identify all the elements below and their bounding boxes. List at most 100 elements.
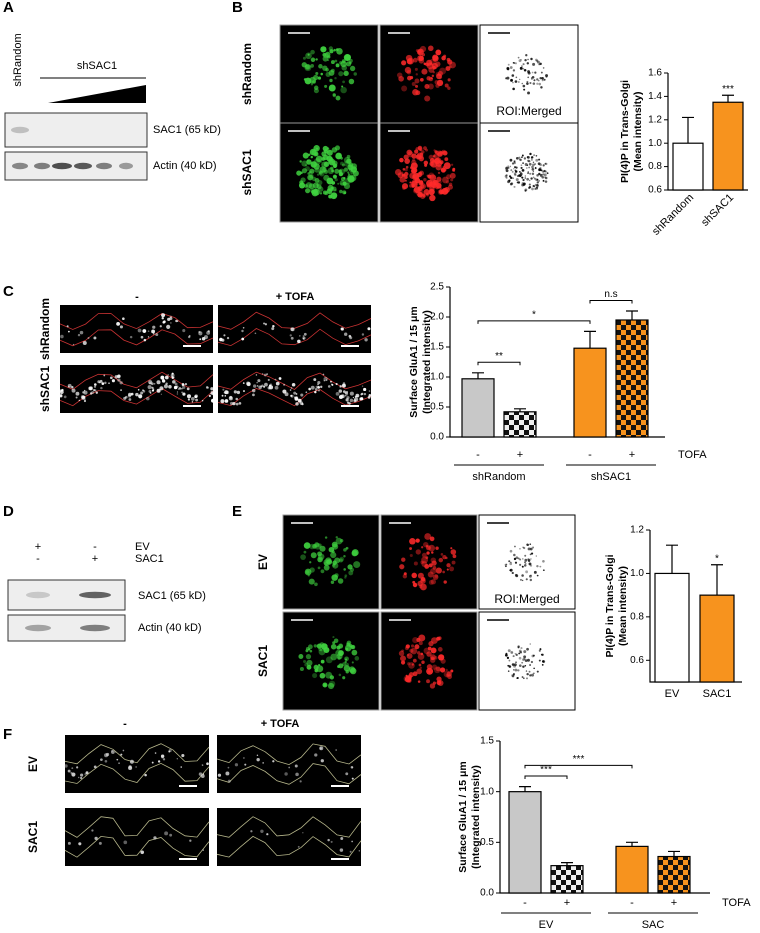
- speckle: [524, 554, 527, 557]
- panel-label: A: [3, 0, 14, 16]
- speckle: [511, 74, 515, 77]
- speckle: [433, 655, 438, 660]
- speckle: [344, 391, 348, 395]
- speckle: [543, 78, 546, 81]
- speckle: [538, 158, 541, 161]
- group-label: EV: [539, 919, 554, 931]
- speckle: [347, 174, 351, 178]
- speckle: [349, 336, 353, 340]
- column-label: -: [123, 718, 127, 730]
- speckle: [420, 652, 424, 656]
- speckle: [526, 672, 529, 676]
- speckle: [154, 752, 157, 754]
- speckle: [315, 385, 318, 389]
- speckle: [449, 566, 455, 572]
- speckle: [91, 829, 94, 832]
- y-tick-label: 1.2: [630, 525, 644, 536]
- speckle: [260, 829, 264, 834]
- speckle: [146, 396, 150, 401]
- y-axis-label: (Integrated intensity): [421, 310, 433, 414]
- speckle: [515, 556, 519, 560]
- speckle: [349, 65, 356, 72]
- speckle: [519, 563, 522, 566]
- speckle: [530, 156, 534, 159]
- speckle: [522, 84, 526, 88]
- speckle: [399, 157, 404, 163]
- speckle: [317, 380, 321, 385]
- y-tick-label: 0.8: [630, 611, 644, 622]
- speckle: [324, 536, 328, 539]
- band-label: SAC1 (65 kD): [153, 124, 221, 136]
- speckle: [509, 165, 512, 168]
- speckle: [536, 181, 539, 184]
- speckle: [138, 394, 143, 399]
- speckle: [344, 160, 351, 167]
- speckle: [283, 383, 286, 386]
- speckle: [538, 180, 540, 182]
- speckle: [531, 172, 535, 176]
- speckle: [169, 833, 173, 837]
- speckle: [242, 326, 245, 329]
- roi-outline: [217, 371, 372, 390]
- speckle: [80, 395, 85, 399]
- speckle: [528, 166, 530, 169]
- speckle: [161, 756, 164, 759]
- speckle: [151, 389, 155, 392]
- speckle: [533, 177, 536, 180]
- speckle: [313, 153, 318, 157]
- speckle: [428, 563, 433, 568]
- speckle: [331, 169, 334, 173]
- y-tick-label: 1.0: [630, 568, 644, 579]
- speckle: [319, 672, 326, 679]
- speckle: [184, 382, 188, 386]
- speckle: [324, 149, 328, 154]
- speckle: [335, 63, 340, 68]
- speckle: [524, 189, 527, 192]
- speckle: [346, 158, 352, 164]
- bar: [550, 865, 584, 894]
- speckle: [168, 750, 171, 753]
- speckle: [202, 764, 204, 766]
- speckle: [341, 65, 348, 71]
- speckle: [151, 386, 154, 390]
- y-tick-label: 1.6: [648, 68, 662, 79]
- speckle: [522, 558, 524, 560]
- speckle: [543, 173, 547, 177]
- speckle: [400, 655, 407, 662]
- speckle: [64, 764, 68, 768]
- speckle: [322, 373, 325, 376]
- speckle: [327, 682, 335, 690]
- speckle: [416, 637, 421, 643]
- speckle: [339, 61, 343, 65]
- speckle: [332, 563, 336, 567]
- speckle: [264, 382, 268, 387]
- speckle: [156, 388, 161, 393]
- speckle: [331, 192, 338, 199]
- speckle: [423, 541, 429, 548]
- speckle: [222, 388, 225, 391]
- speckle: [335, 382, 338, 386]
- speckle: [319, 747, 322, 750]
- channel-label: TGN46: [410, 592, 449, 606]
- speckle: [451, 169, 455, 172]
- group-label: shRandom: [472, 471, 525, 483]
- speckle: [505, 176, 508, 179]
- speckle: [361, 392, 364, 395]
- speckle: [527, 58, 529, 61]
- speckle: [523, 88, 525, 91]
- speckle: [411, 153, 417, 159]
- speckle: [311, 80, 314, 83]
- speckle: [440, 167, 446, 173]
- speckle: [167, 374, 169, 376]
- speckle: [60, 334, 64, 339]
- speckle: [438, 180, 442, 184]
- speckle: [534, 167, 537, 170]
- speckle: [531, 71, 534, 74]
- speckle: [417, 146, 422, 150]
- speckle: [409, 181, 412, 184]
- speckle: [315, 147, 319, 150]
- speckle: [220, 399, 225, 404]
- speckle: [529, 81, 532, 85]
- speckle: [509, 562, 513, 566]
- speckle: [351, 649, 358, 656]
